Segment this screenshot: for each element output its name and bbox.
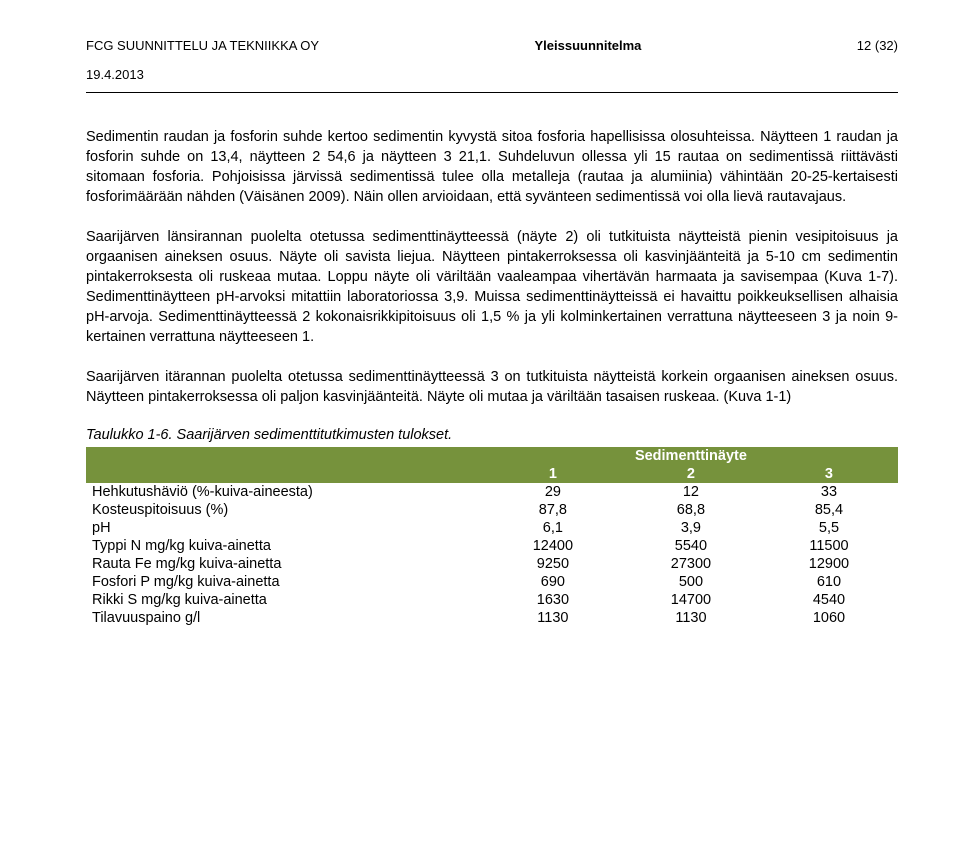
- table-row-label: Rikki S mg/kg kuiva-ainetta: [86, 591, 484, 609]
- table-cell: 33: [760, 483, 898, 501]
- table-cell: 3,9: [622, 519, 760, 537]
- table-header-row-cols: 1 2 3: [86, 465, 898, 483]
- document-page: FCG SUUNNITTELU JA TEKNIIKKA OY Yleissuu…: [0, 0, 960, 667]
- table-cell: 11500: [760, 537, 898, 555]
- table-header-blank-2: [86, 465, 484, 483]
- table-cell: 1630: [484, 591, 622, 609]
- table-cell: 500: [622, 573, 760, 591]
- table-cell: 87,8: [484, 501, 622, 519]
- table-row-label: Fosfori P mg/kg kuiva-ainetta: [86, 573, 484, 591]
- table-header-group-label: Sedimenttinäyte: [484, 447, 898, 465]
- table-cell: 27300: [622, 555, 760, 573]
- table-row: Tilavuuspaino g/l 1130 1130 1060: [86, 609, 898, 627]
- table-row: Rikki S mg/kg kuiva-ainetta 1630 14700 4…: [86, 591, 898, 609]
- table-cell: 1130: [622, 609, 760, 627]
- table-row: Kosteuspitoisuus (%) 87,8 68,8 85,4: [86, 501, 898, 519]
- table-col-header: 2: [622, 465, 760, 483]
- table-row: Rauta Fe mg/kg kuiva-ainetta 9250 27300 …: [86, 555, 898, 573]
- table-cell: 12900: [760, 555, 898, 573]
- table-cell: 9250: [484, 555, 622, 573]
- table-row-label: Rauta Fe mg/kg kuiva-ainetta: [86, 555, 484, 573]
- header-row: FCG SUUNNITTELU JA TEKNIIKKA OY Yleissuu…: [86, 38, 898, 53]
- table-cell: 12400: [484, 537, 622, 555]
- table-cell: 610: [760, 573, 898, 591]
- table-cell: 85,4: [760, 501, 898, 519]
- paragraph-3: Saarijärven itärannan puolelta otetussa …: [86, 367, 898, 407]
- table-cell: 6,1: [484, 519, 622, 537]
- table-cell: 1060: [760, 609, 898, 627]
- paragraph-2: Saarijärven länsirannan puolelta otetuss…: [86, 227, 898, 347]
- table-row: Hehkutushäviö (%-kuiva-aineesta) 29 12 3…: [86, 483, 898, 501]
- header-date: 19.4.2013: [86, 67, 898, 82]
- table-col-header: 1: [484, 465, 622, 483]
- table-row-label: Hehkutushäviö (%-kuiva-aineesta): [86, 483, 484, 501]
- table-cell: 4540: [760, 591, 898, 609]
- header-doc-title: Yleissuunnitelma: [534, 38, 641, 53]
- table-row-label: pH: [86, 519, 484, 537]
- sediment-results-table: Sedimenttinäyte 1 2 3 Hehkutushäviö (%-k…: [86, 447, 898, 627]
- header-doc-title-text: Yleissuunnitelma: [534, 38, 641, 53]
- table-caption: Taulukko 1-6. Saarijärven sedimenttitutk…: [86, 427, 898, 443]
- table-cell: 68,8: [622, 501, 760, 519]
- header-company: FCG SUUNNITTELU JA TEKNIIKKA OY: [86, 38, 319, 53]
- header-page-number: 12 (32): [857, 38, 898, 53]
- table-cell: 12: [622, 483, 760, 501]
- table-row-label: Tilavuuspaino g/l: [86, 609, 484, 627]
- table-row: Typpi N mg/kg kuiva-ainetta 12400 5540 1…: [86, 537, 898, 555]
- table-cell: 690: [484, 573, 622, 591]
- table-col-header: 3: [760, 465, 898, 483]
- table-cell: 1130: [484, 609, 622, 627]
- table-row: Fosfori P mg/kg kuiva-ainetta 690 500 61…: [86, 573, 898, 591]
- table-body: Hehkutushäviö (%-kuiva-aineesta) 29 12 3…: [86, 483, 898, 627]
- table-row-label: Typpi N mg/kg kuiva-ainetta: [86, 537, 484, 555]
- table-header-blank: [86, 447, 484, 465]
- table-row: pH 6,1 3,9 5,5: [86, 519, 898, 537]
- table-cell: 5540: [622, 537, 760, 555]
- table-row-label: Kosteuspitoisuus (%): [86, 501, 484, 519]
- table-cell: 5,5: [760, 519, 898, 537]
- table-cell: 14700: [622, 591, 760, 609]
- paragraph-1: Sedimentin raudan ja fosforin suhde kert…: [86, 127, 898, 207]
- table-cell: 29: [484, 483, 622, 501]
- header-rule: [86, 92, 898, 93]
- table-header-row-group: Sedimenttinäyte: [86, 447, 898, 465]
